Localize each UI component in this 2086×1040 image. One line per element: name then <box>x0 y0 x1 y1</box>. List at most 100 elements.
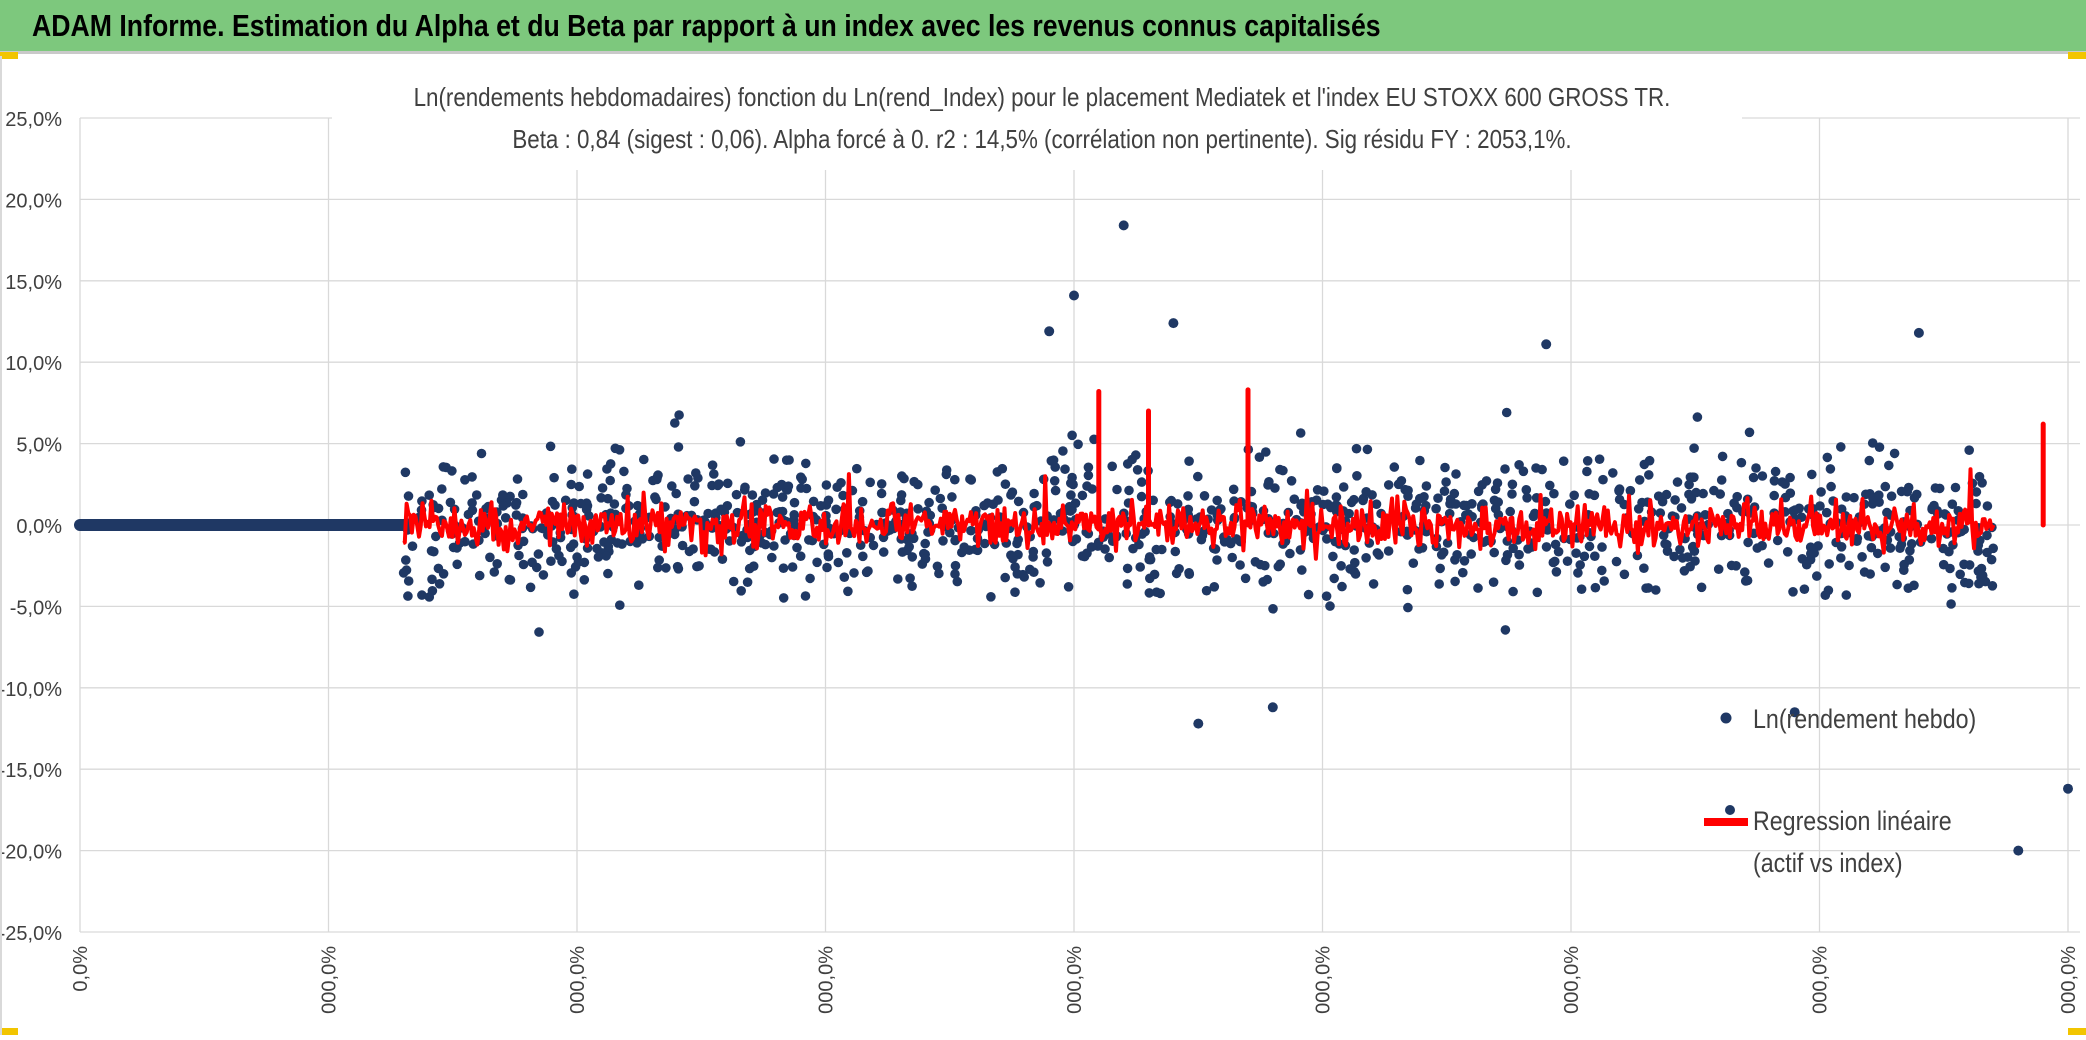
scatter-point <box>821 480 832 490</box>
scatter-point <box>722 478 733 489</box>
scatter-point-outlier <box>1913 327 1924 338</box>
scatter-point <box>852 463 862 474</box>
legend-scatter-label: Ln(rendement hebdo) <box>1753 704 1976 734</box>
scatter-point <box>1250 557 1261 567</box>
scatter-point <box>1196 534 1207 545</box>
scatter-point <box>1414 544 1424 554</box>
scatter-point <box>1637 497 1647 508</box>
scatter-point <box>1122 459 1133 469</box>
scatter-point <box>1859 567 1870 577</box>
scatter-point <box>1489 547 1499 558</box>
scatter-point <box>619 466 629 477</box>
scatter-point <box>688 544 698 554</box>
scatter-point <box>1880 481 1891 492</box>
scatter-point <box>596 493 606 503</box>
scatter-point <box>1874 490 1884 501</box>
scatter-point <box>839 572 850 582</box>
scatter-point <box>1644 470 1654 480</box>
scatter-point <box>808 496 819 507</box>
scatter-point <box>1440 462 1450 473</box>
scatter-point <box>1736 457 1747 468</box>
scatter-point <box>1553 546 1564 557</box>
scatter-point <box>1441 477 1451 487</box>
scatter-point <box>1403 602 1413 613</box>
scatter-point <box>512 474 523 484</box>
scatter-point <box>857 496 868 507</box>
scatter-point <box>1634 475 1645 485</box>
report-banner: ADAM Informe. Estimation du Alpha et du … <box>0 0 2086 54</box>
scatter-point <box>920 554 931 564</box>
scatter-point <box>498 490 508 500</box>
scatter-point <box>1662 539 1672 550</box>
scatter-point <box>1672 477 1683 487</box>
scatter-point <box>1551 567 1562 577</box>
scatter-point <box>431 531 441 542</box>
scatter-point <box>1545 480 1555 491</box>
legend-scatter-marker <box>1720 712 1732 724</box>
scatter-point <box>893 574 903 584</box>
x-tick-label: 0,0% <box>70 946 92 992</box>
scatter-point <box>1772 535 1783 546</box>
scatter-point <box>566 568 577 578</box>
scatter-point <box>778 563 789 573</box>
scatter-point <box>865 477 875 488</box>
y-tick-label: 20,0% <box>5 190 62 212</box>
scatter-point <box>1066 490 1076 500</box>
scatter-point <box>401 555 411 565</box>
scatter-point <box>1297 565 1307 575</box>
y-tick-label: -20,0% <box>2 842 62 864</box>
scatter-point-outlier <box>2063 783 2073 794</box>
scatter-point <box>1041 548 1052 558</box>
scatter-point <box>907 552 918 562</box>
scatter-point <box>1434 579 1444 589</box>
scatter-point <box>1240 573 1251 584</box>
scatter-point <box>1565 499 1575 509</box>
scatter-point <box>579 575 590 585</box>
scatter-point <box>1286 476 1297 486</box>
scatter-point <box>1820 590 1831 600</box>
scatter-point <box>1371 499 1382 510</box>
scatter-point <box>789 510 799 520</box>
scatter-point <box>1677 553 1688 563</box>
scatter-point <box>1107 461 1117 472</box>
scatter-point <box>1532 587 1543 598</box>
scatter-point <box>997 463 1008 474</box>
scatter-point <box>736 537 747 547</box>
scatter-point <box>1303 589 1314 600</box>
scatter-point-outlier <box>1168 318 1179 329</box>
y-tick-label: -25,0% <box>2 923 62 945</box>
scatter-point <box>1361 553 1371 563</box>
scatter-point <box>592 543 602 554</box>
scatter-point <box>1782 547 1793 557</box>
scatter-point-outlier <box>2013 845 2024 856</box>
scatter-point <box>1227 552 1237 563</box>
scatter-point <box>1006 490 1016 500</box>
scatter-point <box>460 475 470 485</box>
scatter-point <box>728 576 739 587</box>
scatter-point <box>1199 491 1210 501</box>
scatter-point <box>1679 566 1690 576</box>
scatter-point <box>1824 559 1834 569</box>
scatter-point <box>868 540 879 551</box>
scatter-point <box>1431 503 1441 514</box>
scatter-point <box>1821 507 1832 518</box>
scatter-point <box>1278 465 1288 476</box>
scatter-point <box>1336 561 1346 571</box>
scatter-point <box>1752 543 1763 553</box>
scatter-point <box>1740 567 1750 577</box>
scatter-point <box>448 542 459 553</box>
scatter-point <box>1501 407 1512 418</box>
scatter-point <box>538 570 549 580</box>
scatter-point <box>1067 430 1077 441</box>
scatter-point <box>433 503 444 514</box>
scatter-point <box>427 586 438 596</box>
scatter-point <box>1785 472 1795 483</box>
scatter-point <box>603 568 613 579</box>
y-tick-label: 10,0% <box>5 353 62 375</box>
scatter-point <box>1579 551 1590 562</box>
scatter-point <box>437 484 447 494</box>
scatter-point <box>601 551 611 561</box>
scatter-point <box>778 593 789 603</box>
scatter-point <box>1861 489 1871 500</box>
scatter-point <box>689 496 700 507</box>
